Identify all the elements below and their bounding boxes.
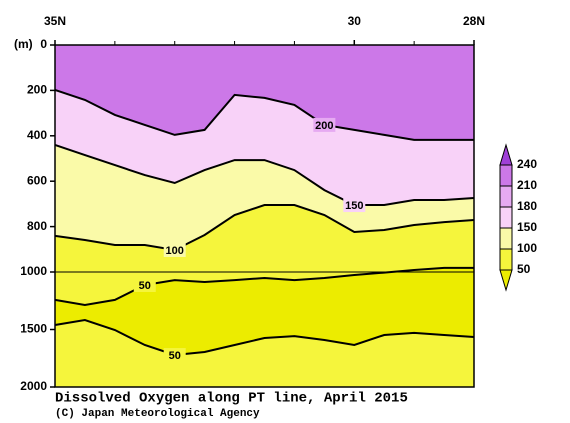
contour-label-bg [163,348,186,363]
y-tick-label: 200 [27,83,47,97]
contour-label: 50 [139,280,151,292]
x-tick-label: 30 [348,14,362,28]
contour-line [54,204,475,252]
contour-fill [55,144,474,250]
colorbar-label: 100 [517,241,537,255]
contour-line [54,318,475,357]
x-tick-label: 28N [463,14,485,28]
colorbar-segment [499,248,513,271]
contour-fill [55,89,474,205]
colorbar-low [499,269,513,292]
colorbar-label: 210 [517,178,537,192]
colorbar-high [499,143,513,166]
y-tick-label: 600 [27,173,47,187]
contour-label-bg [163,242,186,257]
contour-fill [55,320,474,387]
contour-label-bg [343,198,366,213]
credit: (C) Japan Meteorological Agency [55,408,260,420]
fill-layer [55,45,474,387]
colorbar-segment [499,164,513,187]
plot-frame [54,44,475,388]
contour-label-bg [313,117,336,132]
contour-label-bg [133,277,156,292]
y-tick-label: 800 [27,219,47,233]
contour-label: 50 [169,350,181,362]
contour-label: 150 [345,200,363,212]
chart-title: Dissolved Oxygen along PT line, April 20… [55,391,408,407]
colorbar-label: 180 [517,199,537,213]
colorbar-label: 150 [517,220,537,234]
y-tick-label: 1000 [20,264,47,278]
contour-layer: 200 150 100 50 50 [54,88,475,363]
colorbar-label: 50 [517,262,531,276]
contour-line [54,88,474,141]
contour-fill [55,205,474,305]
contour-line [54,266,474,307]
y-tick-label: 2000 [20,379,47,393]
contour-fill [55,267,474,355]
colorbar-segment [499,206,513,229]
y-tick-label: 1500 [20,322,47,336]
x-tick-label: 35N [44,14,66,28]
y-tick-label: 400 [27,128,47,142]
colorbar-segment [499,227,513,250]
contour-fill [55,45,474,140]
contour-line [54,143,475,206]
axes-layer: 0 200 400 600 800 1000 1500 2000 35N 30 28N 50 100 15… [20,14,537,393]
contour-label: 100 [166,245,184,257]
colorbar-segment [499,185,513,208]
y-unit: (m) [14,37,33,51]
contour-label: 200 [315,120,333,132]
colorbar-label: 240 [517,157,537,171]
y-tick-label: 0 [40,37,47,51]
